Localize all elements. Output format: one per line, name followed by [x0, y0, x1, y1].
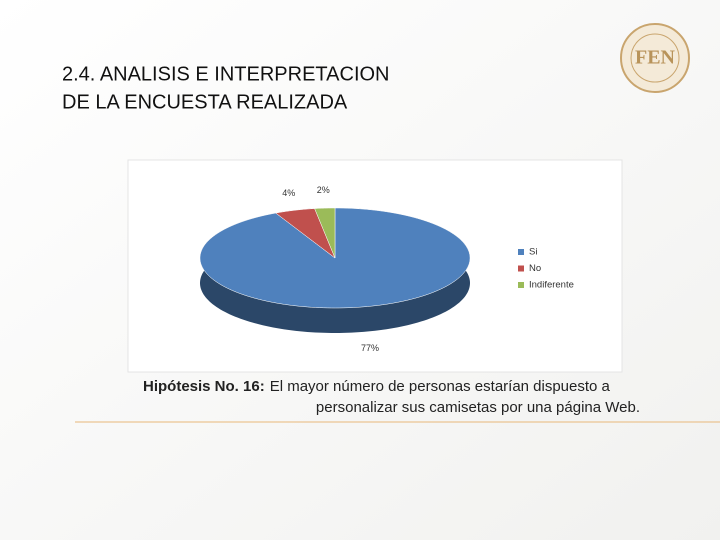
title: DE LA ENCUESTA REALIZADA [62, 91, 348, 113]
legend-swatch [518, 265, 524, 272]
logo: FEN [620, 23, 690, 93]
pie-chart: 77% 4% 2% Si No Indiferente [199, 185, 574, 353]
data-label: 2% [317, 185, 330, 195]
legend-label: Indiferente [529, 280, 574, 291]
legend-label: Si [529, 247, 537, 258]
caption-text: El mayor número de personas estarían dis… [270, 378, 611, 395]
slice [314, 207, 336, 259]
data-label: 77% [361, 343, 379, 353]
logo-inner [630, 33, 680, 83]
legend-label: No [529, 263, 541, 274]
legend-swatch [518, 249, 524, 255]
legend-swatch [518, 282, 524, 288]
caption: Hipótesis No. 16: El mayor número de pers… [143, 378, 611, 395]
logo-text: FEN [635, 47, 676, 69]
caption-bold: Hipótesis No. 16: [143, 378, 265, 395]
caption: personalizar sus camisetas por una págin… [316, 399, 640, 416]
data-label: 4% [282, 188, 295, 198]
title: 2.4. ANALISIS E INTERPRETACION [62, 63, 390, 85]
slice [275, 208, 336, 259]
